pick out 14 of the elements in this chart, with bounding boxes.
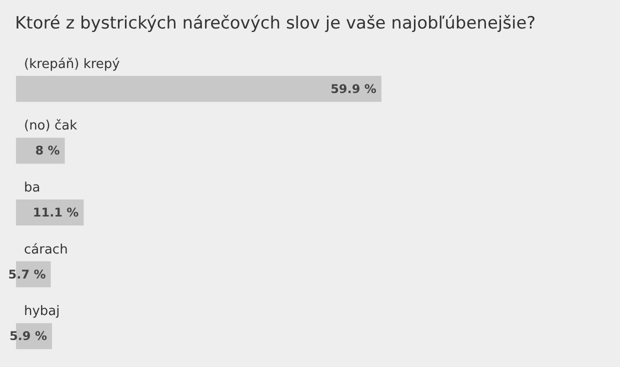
y-tick-label: (no) čak bbox=[24, 118, 78, 134]
data-label: 11.1 % bbox=[32, 206, 79, 220]
bar bbox=[16, 76, 382, 102]
y-tick-label: ba bbox=[24, 180, 40, 196]
data-label: 5.9 % bbox=[10, 329, 47, 344]
chart-title: Ktoré z bystrických nárečových slov je vaše najobľúbenejšie? bbox=[15, 14, 536, 34]
data-label: 8 % bbox=[35, 144, 60, 158]
y-tick-label: (krepáň) krepý bbox=[24, 56, 120, 72]
bar bbox=[16, 138, 65, 164]
data-label: 5.7 % bbox=[8, 267, 46, 282]
y-tick-label: hybaj bbox=[24, 304, 60, 320]
bar bbox=[16, 200, 84, 226]
data-label: 59.9 % bbox=[330, 82, 376, 96]
y-tick-label: cárach bbox=[24, 242, 68, 258]
